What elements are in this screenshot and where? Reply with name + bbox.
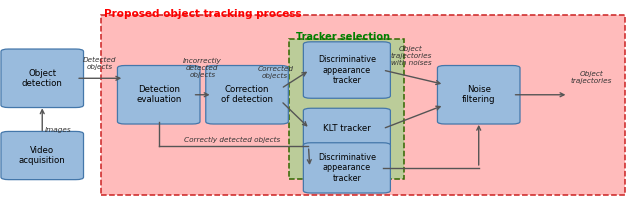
FancyBboxPatch shape [438,66,520,124]
Text: Incorrectly
detected
objects: Incorrectly detected objects [183,58,221,78]
FancyBboxPatch shape [1,49,84,108]
FancyBboxPatch shape [303,143,390,193]
Text: Discriminative
appearance
tracker: Discriminative appearance tracker [318,153,376,183]
Text: Images: Images [45,127,72,133]
Text: Detection
evaluation: Detection evaluation [136,85,181,104]
FancyBboxPatch shape [303,108,390,149]
Bar [101,15,625,195]
FancyBboxPatch shape [1,131,84,180]
Text: Tracker selection: Tracker selection [296,32,390,42]
Text: Object
trajectories: Object trajectories [571,71,612,84]
Text: Detected
objects: Detected objects [83,57,116,70]
Text: Video
acquisition: Video acquisition [19,146,66,165]
FancyBboxPatch shape [303,42,390,98]
Text: Correctly detected objects: Correctly detected objects [184,136,280,143]
Text: Object
detection: Object detection [22,69,63,88]
Text: Noise
filtering: Noise filtering [462,85,495,104]
FancyBboxPatch shape [206,66,288,124]
Text: Discriminative
appearance
tracker: Discriminative appearance tracker [318,55,376,85]
Text: Correction
of detection: Correction of detection [221,85,273,104]
FancyBboxPatch shape [118,66,200,124]
Text: KLT tracker: KLT tracker [323,124,371,133]
Text: Object
trajectories
with noises: Object trajectories with noises [390,46,431,66]
Text: Corrected
objects: Corrected objects [257,66,293,79]
Bar [289,39,404,179]
Text: Proposed object tracking process: Proposed object tracking process [104,9,302,19]
